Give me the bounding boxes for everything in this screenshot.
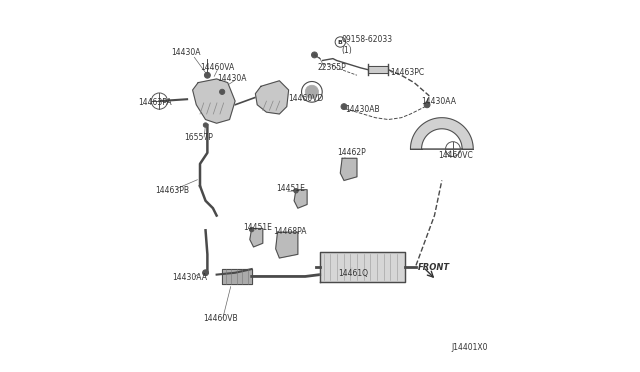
- Text: B: B: [338, 40, 343, 45]
- Text: 09158-62033
(1): 09158-62033 (1): [341, 35, 392, 55]
- Text: 14468PA: 14468PA: [273, 227, 307, 235]
- Text: 14430A: 14430A: [172, 48, 201, 57]
- Circle shape: [305, 85, 319, 99]
- Polygon shape: [193, 79, 235, 123]
- Text: 14451E: 14451E: [244, 223, 273, 232]
- Text: FRONT: FRONT: [418, 263, 450, 272]
- Polygon shape: [320, 253, 405, 282]
- Circle shape: [220, 89, 225, 94]
- Circle shape: [294, 189, 298, 193]
- Text: 14460VC: 14460VC: [438, 151, 473, 160]
- Text: 14430A: 14430A: [218, 74, 247, 83]
- Polygon shape: [276, 232, 298, 258]
- Circle shape: [341, 104, 347, 110]
- Circle shape: [204, 123, 208, 127]
- Circle shape: [203, 270, 209, 276]
- Polygon shape: [255, 81, 289, 114]
- Circle shape: [312, 52, 317, 58]
- Text: 14462P: 14462P: [337, 148, 366, 157]
- Circle shape: [204, 72, 211, 78]
- Text: J14401X0: J14401X0: [451, 343, 488, 352]
- Text: 16557P: 16557P: [184, 133, 213, 142]
- Text: 14460VA: 14460VA: [200, 62, 234, 72]
- Polygon shape: [294, 190, 307, 208]
- Text: 14461Q: 14461Q: [338, 269, 368, 278]
- Text: 14460VB: 14460VB: [204, 314, 238, 323]
- Text: 14430AA: 14430AA: [422, 97, 456, 106]
- Text: 14463PB: 14463PB: [156, 186, 189, 195]
- Polygon shape: [222, 269, 252, 284]
- Text: 14463PC: 14463PC: [390, 68, 424, 77]
- Circle shape: [250, 227, 254, 232]
- Text: 22365P: 22365P: [317, 62, 346, 72]
- Text: 14430AA: 14430AA: [172, 273, 207, 282]
- Polygon shape: [368, 66, 388, 73]
- Polygon shape: [410, 118, 473, 149]
- Polygon shape: [340, 158, 357, 180]
- Polygon shape: [250, 228, 263, 247]
- Text: 14463PA: 14463PA: [138, 98, 172, 107]
- Text: 14460VD: 14460VD: [289, 94, 324, 103]
- Text: 14451E: 14451E: [276, 185, 305, 193]
- Circle shape: [424, 102, 430, 108]
- Text: 14430AB: 14430AB: [345, 105, 380, 114]
